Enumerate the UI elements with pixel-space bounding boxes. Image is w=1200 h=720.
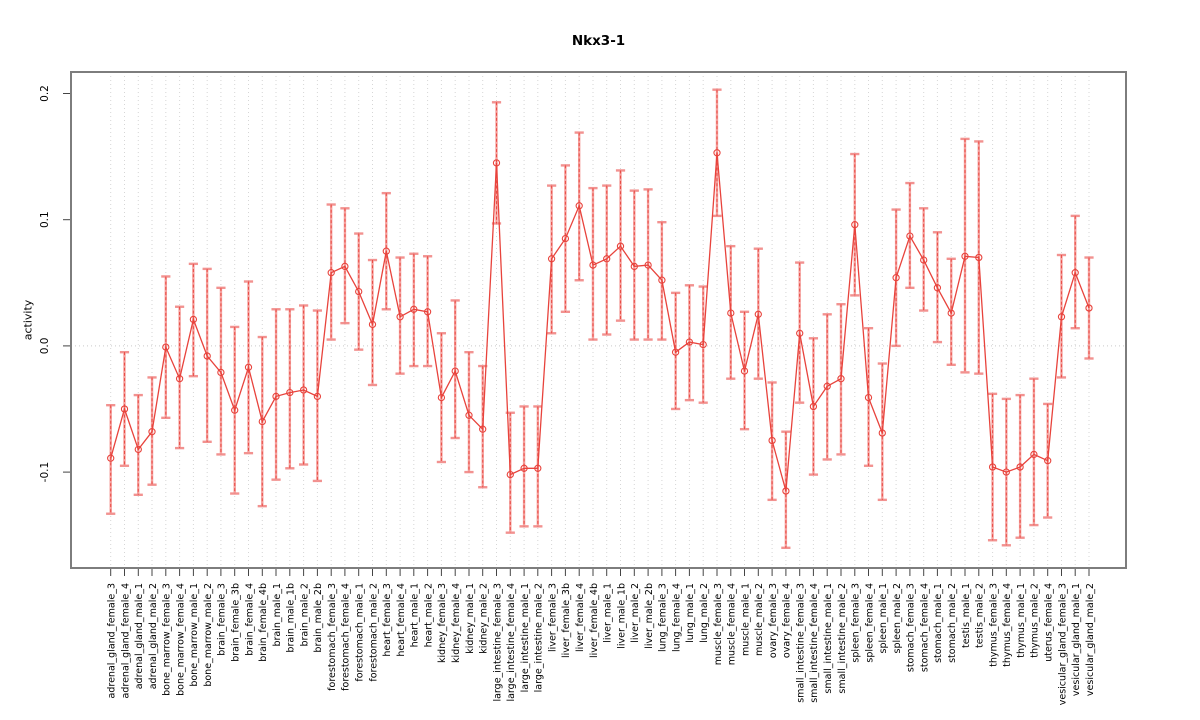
svg-text:brain_female_4: brain_female_4 [244,583,255,656]
svg-text:brain_male_1: brain_male_1 [272,583,283,647]
svg-text:kidney_male_2: kidney_male_2 [479,583,490,654]
svg-text:stomach_female_3: stomach_female_3 [906,583,917,672]
svg-text:muscle_female_4: muscle_female_4 [727,583,738,665]
svg-text:vesicular_gland_male_1: vesicular_gland_male_1 [1071,583,1082,696]
svg-text:forestomach_male_1: forestomach_male_1 [355,583,366,682]
svg-text:spleen_female_3: spleen_female_3 [851,583,862,663]
svg-text:ovary_female_3: ovary_female_3 [768,583,779,658]
svg-text:heart_female_4: heart_female_4 [396,583,407,657]
svg-text:0.1: 0.1 [39,211,51,228]
svg-text:small_intestine_female_3: small_intestine_female_3 [796,583,807,703]
svg-text:thymus_male_2: thymus_male_2 [1030,583,1041,658]
svg-text:stomach_female_4: stomach_female_4 [920,583,931,672]
plot-frame [70,71,1127,569]
svg-text:large_intestine_female_4: large_intestine_female_4 [506,583,517,702]
svg-text:forestomach_male_2: forestomach_male_2 [368,583,379,682]
svg-text:adrenal_gland_female_3: adrenal_gland_female_3 [107,583,118,698]
svg-text:liver_female_3b: liver_female_3b [561,583,572,658]
svg-text:-0.1: -0.1 [39,462,51,483]
svg-text:lung_male_1: lung_male_1 [685,583,696,643]
svg-text:thymus_female_4: thymus_female_4 [1002,583,1013,667]
svg-text:testis_male_1: testis_male_1 [961,583,972,648]
svg-text:testis_male_2: testis_male_2 [975,583,986,648]
x-tick-labels: adrenal_gland_female_3 adrenal_gland_fema… [107,583,1096,705]
svg-text:brain_female_3: brain_female_3 [217,583,228,656]
svg-text:muscle_female_3: muscle_female_3 [713,583,724,665]
svg-text:liver_female_4b: liver_female_4b [589,583,600,658]
svg-text:vesicular_gland_female_3: vesicular_gland_female_3 [1057,583,1068,705]
svg-text:forestomach_female_3: forestomach_female_3 [327,583,338,691]
svg-text:liver_female_4: liver_female_4 [575,583,586,652]
svg-text:muscle_male_2: muscle_male_2 [754,583,765,656]
data-points [107,149,1093,495]
svg-text:liver_male_1b: liver_male_1b [616,583,627,649]
svg-text:adrenal_gland_female_4: adrenal_gland_female_4 [120,583,131,698]
chart-title: Nkx3-1 [571,33,626,49]
svg-text:thymus_female_3: thymus_female_3 [988,583,999,667]
svg-text:small_intestine_male_1: small_intestine_male_1 [823,583,834,694]
svg-text:adrenal_gland_male_2: adrenal_gland_male_2 [148,583,159,689]
svg-text:brain_female_3b: brain_female_3b [231,583,242,662]
svg-text:forestomach_female_4: forestomach_female_4 [341,583,352,691]
svg-text:liver_female_3: liver_female_3 [547,583,558,652]
svg-text:heart_male_2: heart_male_2 [423,583,434,647]
svg-text:0.0: 0.0 [39,338,51,355]
svg-text:bone_marrow_female_3: bone_marrow_female_3 [162,583,173,696]
svg-text:heart_female_3: heart_female_3 [382,583,393,657]
y-axis-label: activity [21,299,35,341]
svg-text:brain_male_2: brain_male_2 [299,583,310,647]
svg-text:small_intestine_male_2: small_intestine_male_2 [837,583,848,694]
series-line [110,152,1090,492]
svg-text:kidney_male_1: kidney_male_1 [465,583,476,654]
svg-text:spleen_female_4: spleen_female_4 [864,583,875,663]
svg-text:brain_male_1b: brain_male_1b [286,583,297,653]
svg-text:brain_female_4b: brain_female_4b [258,583,269,662]
svg-text:stomach_male_1: stomach_male_1 [933,583,944,663]
svg-text:bone_marrow_male_1: bone_marrow_male_1 [189,583,200,687]
svg-text:kidney_female_3: kidney_female_3 [437,583,448,663]
svg-text:liver_male_1: liver_male_1 [603,583,614,643]
svg-text:spleen_male_2: spleen_male_2 [892,583,903,653]
svg-text:vesicular_gland_male_2: vesicular_gland_male_2 [1085,583,1096,696]
error-bars [106,88,1094,550]
svg-text:0.2: 0.2 [39,85,51,102]
svg-text:large_intestine_female_3: large_intestine_female_3 [492,583,503,702]
svg-text:bone_marrow_male_2: bone_marrow_male_2 [203,583,214,687]
svg-text:liver_male_2b: liver_male_2b [644,583,655,649]
svg-text:small_intestine_female_4: small_intestine_female_4 [809,583,820,703]
axis-ticks [63,93,1090,576]
svg-text:heart_male_1: heart_male_1 [410,583,421,647]
y-tick-labels: -0.1 0.0 0.1 0.2 [39,85,51,482]
svg-text:lung_female_4: lung_female_4 [671,583,682,652]
svg-text:spleen_male_1: spleen_male_1 [878,583,889,653]
svg-text:stomach_male_2: stomach_male_2 [947,583,958,663]
svg-text:muscle_male_1: muscle_male_1 [740,583,751,656]
svg-text:bone_marrow_female_4: bone_marrow_female_4 [175,583,186,696]
svg-text:lung_female_3: lung_female_3 [658,583,669,652]
svg-text:kidney_female_4: kidney_female_4 [451,583,462,663]
svg-text:thymus_male_1: thymus_male_1 [1016,583,1027,658]
svg-text:liver_male_2: liver_male_2 [630,583,641,643]
gridlines [110,72,1090,568]
svg-text:ovary_female_4: ovary_female_4 [782,583,793,658]
svg-text:large_intestine_male_2: large_intestine_male_2 [534,583,545,692]
svg-text:large_intestine_male_1: large_intestine_male_1 [520,583,531,692]
svg-text:adrenal_gland_male_1: adrenal_gland_male_1 [134,583,145,689]
svg-text:lung_male_2: lung_male_2 [699,583,710,643]
svg-text:uterus_female_4: uterus_female_4 [1044,583,1055,662]
svg-text:brain_male_2b: brain_male_2b [313,583,324,653]
